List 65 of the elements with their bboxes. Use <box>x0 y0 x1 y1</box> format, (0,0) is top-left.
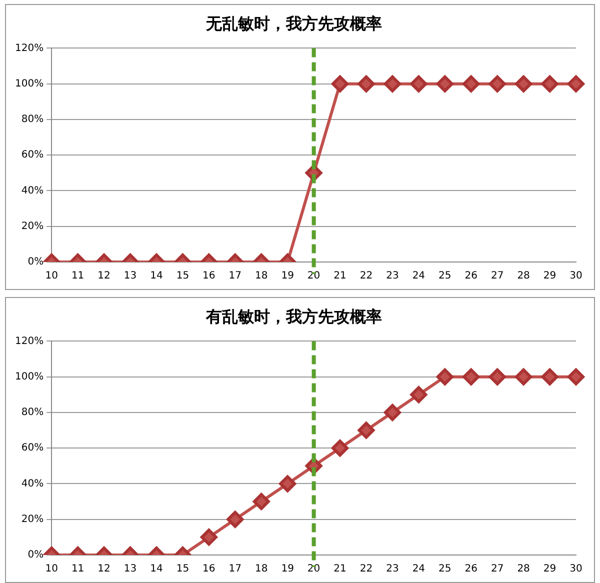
x-tick-label: 28 <box>517 270 530 282</box>
x-tick-label: 23 <box>386 564 399 575</box>
x-tick-label: 16 <box>202 564 216 575</box>
x-tick-label: 24 <box>412 564 426 575</box>
point <box>515 368 532 386</box>
x-tick-label: 25 <box>438 564 452 575</box>
x-tick-label: 19 <box>281 564 294 575</box>
point <box>358 422 375 439</box>
x-tick-label: 24 <box>412 270 426 282</box>
y-tick-label: 40% <box>21 185 44 196</box>
x-tick-label: 26 <box>464 564 478 575</box>
y-tick-label: 120% <box>14 336 44 347</box>
x-tick-label: 15 <box>176 270 190 282</box>
x-tick-label: 17 <box>228 564 242 575</box>
x-tick-label: 15 <box>176 564 190 575</box>
x-tick-label: 14 <box>150 270 163 282</box>
x-tick-label: 13 <box>124 564 137 575</box>
x-tick-label: 12 <box>98 564 110 575</box>
x-tick-label: 16 <box>202 270 216 282</box>
x-tick-label: 23 <box>386 270 399 282</box>
point <box>384 404 401 421</box>
x-tick-label: 29 <box>543 564 556 575</box>
chart-title: 有乱敏时，我方先攻概率 <box>205 306 382 326</box>
x-tick-label: 18 <box>254 270 268 282</box>
point <box>488 368 506 386</box>
x-tick-label: 22 <box>360 270 373 282</box>
x-tick-label: 30 <box>570 270 582 282</box>
x-tick-label: 21 <box>334 270 346 282</box>
y-tick-label: 60% <box>21 150 44 161</box>
y-tick-label: 120% <box>14 42 44 54</box>
point <box>568 368 584 386</box>
x-tick-label: 18 <box>254 564 268 575</box>
y-tick-label: 0% <box>28 256 44 268</box>
x-tick-label: 10 <box>45 270 58 282</box>
x-tick-label: 13 <box>124 270 137 282</box>
x-tick-label: 29 <box>543 270 556 282</box>
x-tick-label: 10 <box>45 564 58 575</box>
x-tick-label: 30 <box>570 564 582 575</box>
point <box>436 368 454 386</box>
x-tick-label: 27 <box>490 270 504 282</box>
x-tick-label: 27 <box>490 564 504 575</box>
x-tick-label: 22 <box>360 564 373 575</box>
x-tick-label: 11 <box>71 270 84 282</box>
point <box>462 368 480 386</box>
x-tick-label: 12 <box>98 270 110 282</box>
y-tick-label: 20% <box>21 514 44 525</box>
y-tick-label: 60% <box>21 442 44 454</box>
y-tick-label: 40% <box>21 478 44 490</box>
point <box>541 368 558 386</box>
x-tick-label: 14 <box>150 564 163 575</box>
y-tick-label: 80% <box>21 114 44 126</box>
x-tick-label: 28 <box>517 564 530 575</box>
x-tick-label: 21 <box>334 564 346 575</box>
y-tick-label: 80% <box>21 407 44 418</box>
y-tick-label: 100% <box>14 78 44 90</box>
x-tick-label: 19 <box>281 270 294 282</box>
x-tick-label: 25 <box>438 270 452 282</box>
y-tick-label: 100% <box>14 371 44 382</box>
y-tick-label: 20% <box>21 220 44 232</box>
y-tick-label: 0% <box>28 550 44 561</box>
x-tick-label: 17 <box>228 270 242 282</box>
chart-title: 无乱敏时，我方先攻概率 <box>205 14 382 33</box>
point <box>410 386 428 404</box>
x-tick-label: 11 <box>71 564 84 575</box>
x-tick-label: 26 <box>464 270 478 282</box>
